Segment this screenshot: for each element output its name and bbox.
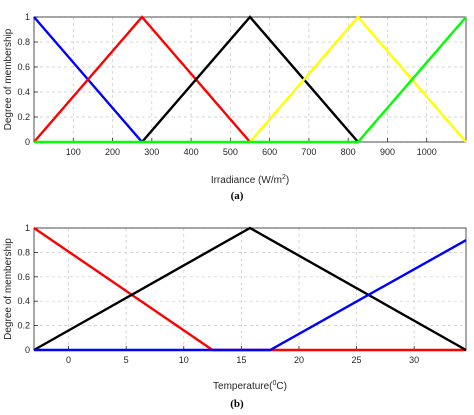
x-tick-label: 30 xyxy=(409,355,419,365)
x-tick-label: 300 xyxy=(144,147,159,157)
chart-a: 100 200 300 400 500 600 700 800 900 1000 0 0.2 0.4 0.… xyxy=(3,12,467,202)
y-tick-label: 0.6 xyxy=(17,272,30,282)
x-tick-label: 5 xyxy=(124,355,129,365)
plot-area xyxy=(34,17,466,142)
x-tick-label: 10 xyxy=(179,355,189,365)
series-line-3 xyxy=(34,239,467,352)
y-tick-label: 0.2 xyxy=(17,112,30,122)
x-tick-label: 800 xyxy=(341,147,356,157)
y-tick-label: 0.4 xyxy=(17,87,30,97)
panel-caption: (a) xyxy=(231,190,244,202)
series-line-4 xyxy=(249,15,467,143)
y-tick-label: 0.6 xyxy=(17,62,30,72)
series-line-2 xyxy=(33,15,251,143)
x-tick-label: 25 xyxy=(352,355,362,365)
series-line-2 xyxy=(33,226,467,352)
y-tick-label: 0 xyxy=(25,345,30,355)
x-axis-label-sup: 2 xyxy=(282,174,286,181)
x-tick-label: 600 xyxy=(262,147,277,157)
y-tick-label: 0 xyxy=(25,137,30,147)
series-line-5 xyxy=(34,16,467,144)
x-axis-label-suffix: ) xyxy=(286,175,289,186)
panel-caption: (b) xyxy=(230,398,244,410)
chart-b: 0 5 10 15 20 25 3000.20.40.60.81Temperature(0C… xyxy=(3,223,467,410)
x-axis-label: Temperature(0C) xyxy=(213,380,287,392)
x-tick-label: 20 xyxy=(294,355,304,365)
x-tick-label: 900 xyxy=(380,147,395,157)
y-tick-label: 1 xyxy=(25,12,30,22)
y-tick-label: 0.8 xyxy=(17,247,30,257)
y-tick-label: 1 xyxy=(25,223,30,233)
x-axis-label-text: Temperature( xyxy=(213,381,273,392)
y-axis-label: Degree of membership xyxy=(3,238,14,340)
x-tick-label: 15 xyxy=(236,355,246,365)
x-tick-label: 200 xyxy=(105,147,120,157)
x-tick-label: 0 xyxy=(66,355,71,365)
x-tick-label: 1000 xyxy=(417,147,437,157)
y-tick-label: 0.8 xyxy=(17,37,30,47)
x-axis-label-suffix: C) xyxy=(276,381,287,392)
x-axis-label-sup: 0 xyxy=(273,380,277,387)
y-tick-label: 0.2 xyxy=(17,321,30,331)
x-tick-label: 400 xyxy=(184,147,199,157)
x-axis-label: Irradiance (W/m2) xyxy=(211,174,289,186)
y-axis-label: Degree of membership xyxy=(3,28,14,130)
x-tick-label: 500 xyxy=(223,147,238,157)
x-axis-label-text: Irradiance (W/m xyxy=(211,175,282,186)
x-tick-label: 700 xyxy=(301,147,316,157)
y-tick-label: 0.4 xyxy=(17,296,30,306)
plot-area xyxy=(34,228,466,350)
series-line-3 xyxy=(141,15,359,143)
x-tick-label: 100 xyxy=(66,147,81,157)
